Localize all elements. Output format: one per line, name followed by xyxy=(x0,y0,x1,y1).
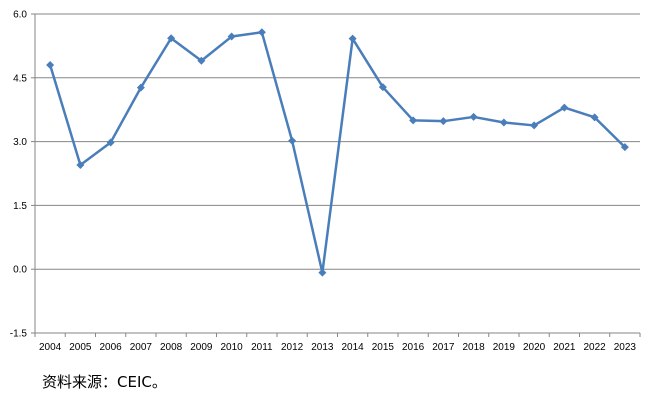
x-tick-label: 2007 xyxy=(130,342,153,353)
x-tick-labels: 2004 2005 2006 2007 2008 2009 2010 2011 2012 2013… xyxy=(39,342,636,353)
x-tick-label: 2015 xyxy=(372,342,395,353)
data-point-marker xyxy=(46,61,55,70)
x-tick-label: 2013 xyxy=(311,342,334,353)
x-tick-label: 2020 xyxy=(523,342,546,353)
x-tick-label: 2016 xyxy=(402,342,425,353)
x-tick-label: 2005 xyxy=(69,342,92,353)
data-point-marker xyxy=(499,118,508,127)
data-point-marker xyxy=(530,121,539,130)
y-tick-label: 6.0 xyxy=(13,10,27,21)
x-tick-label: 2022 xyxy=(584,342,607,353)
data-point-marker xyxy=(348,34,357,43)
data-point-marker xyxy=(288,136,297,145)
x-tick-label: 2014 xyxy=(342,342,365,353)
data-point-marker xyxy=(197,56,206,65)
data-point-marker xyxy=(167,34,176,43)
y-tick-labels: 6.0 4.5 3.0 1.5 0.0 -1.5 xyxy=(10,10,28,340)
series-layer xyxy=(46,28,629,277)
data-point-marker xyxy=(106,138,115,147)
x-tick-label: 2004 xyxy=(39,342,62,353)
data-point-marker xyxy=(560,103,569,112)
y-tick-label: 3.0 xyxy=(13,137,27,148)
data-point-marker xyxy=(590,113,599,122)
x-tick-label: 2023 xyxy=(614,342,637,353)
data-point-marker xyxy=(620,143,629,152)
x-tick-label: 2009 xyxy=(190,342,213,353)
gridlines xyxy=(35,13,640,270)
data-point-marker xyxy=(136,83,145,92)
data-point-marker xyxy=(469,112,478,121)
x-tick-label: 2012 xyxy=(281,342,304,353)
y-tick-label: 0.0 xyxy=(13,265,27,276)
x-tick-label: 2019 xyxy=(493,342,516,353)
x-tick-label: 2008 xyxy=(160,342,183,353)
x-tick-label: 2018 xyxy=(463,342,486,353)
data-point-marker xyxy=(409,116,418,125)
y-tick-label: -1.5 xyxy=(10,329,28,340)
x-tick-label: 2017 xyxy=(432,342,455,353)
y-tick-label: 1.5 xyxy=(13,201,27,212)
data-point-marker xyxy=(227,32,236,41)
data-point-marker xyxy=(318,268,327,277)
line-chart: 6.0 4.5 3.0 1.5 0.0 -1.5 2004 2005 2006 2007 2008… xyxy=(10,10,641,353)
axes xyxy=(31,13,641,337)
x-tick-label: 2006 xyxy=(100,342,123,353)
source-note: 资料来源：CEIC。 xyxy=(42,373,167,391)
data-point-marker xyxy=(76,160,85,169)
data-point-marker xyxy=(439,117,448,126)
x-tick-label: 2021 xyxy=(553,342,576,353)
series-line xyxy=(48,31,626,274)
data-point-marker xyxy=(257,28,266,37)
x-tick-label: 2010 xyxy=(221,342,244,353)
y-tick-label: 4.5 xyxy=(13,73,27,84)
data-point-marker xyxy=(378,83,387,92)
x-tick-label: 2011 xyxy=(251,342,273,353)
